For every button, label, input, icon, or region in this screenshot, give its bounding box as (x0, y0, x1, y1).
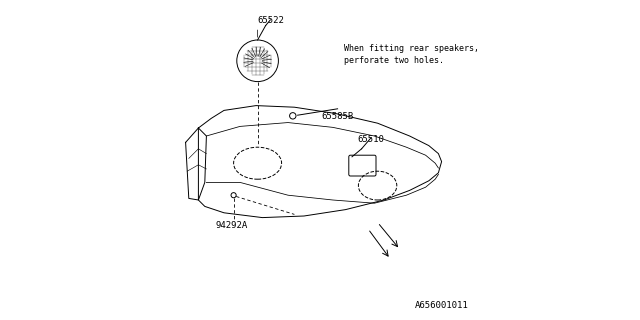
Text: A656001011: A656001011 (415, 301, 468, 310)
Text: 65522: 65522 (257, 16, 284, 25)
Text: 94292A: 94292A (216, 221, 248, 230)
Text: When fitting rear speakers,
perforate two holes.: When fitting rear speakers, perforate tw… (344, 44, 479, 65)
Text: 65585B: 65585B (321, 112, 354, 121)
Text: 65510: 65510 (358, 135, 385, 144)
